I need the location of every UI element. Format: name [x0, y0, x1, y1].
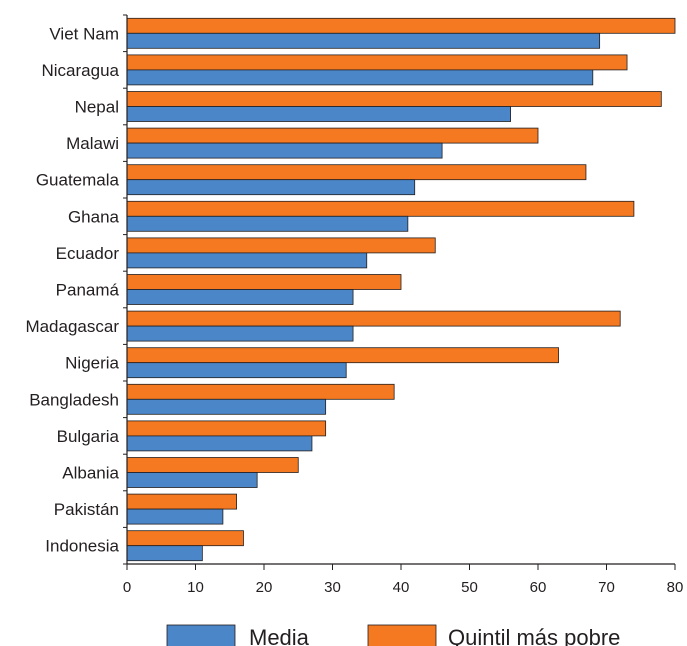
bar-media-guatemala: [126, 179, 416, 196]
bar-quintil-mas-pobre-panama: [126, 274, 402, 290]
bar-media-bangladesh: [126, 398, 327, 415]
bar-quintil-mas-pobre-nigeria: [126, 347, 559, 364]
legend: Media Quintil más pobre: [166, 624, 620, 646]
category-label-panama: Panamá: [56, 281, 120, 300]
bar-quintil-mas-pobre-madagascar: [126, 310, 621, 327]
category-label-madagascar: Madagascar: [25, 317, 119, 336]
bar-media-bulgaria: [126, 435, 313, 452]
x-tick-label-50: 50: [461, 579, 478, 596]
bar-quintil-mas-pobre-albania: [126, 457, 299, 473]
bar-media-nepal: [126, 106, 512, 122]
bar-quintil-mas-pobre-nicaragua: [126, 54, 628, 71]
bar-media-panama: [126, 289, 354, 305]
legend-label-quintil-mas-pobre: Quintil más pobre: [448, 625, 620, 646]
bar-media-pakistan: [126, 508, 224, 525]
bar-media-madagascar: [126, 325, 354, 342]
category-label-malawi: Malawi: [66, 134, 119, 153]
bar-quintil-mas-pobre-viet-nam: [126, 17, 676, 34]
bar-quintil-mas-pobre-malawi: [126, 127, 539, 144]
category-label-albania: Albania: [62, 464, 119, 483]
legend-swatch-media: [166, 624, 236, 646]
category-label-ghana: Ghana: [68, 207, 120, 226]
bars-group: [126, 17, 676, 562]
x-tick-label-20: 20: [256, 579, 273, 596]
bar-media-nigeria: [126, 362, 347, 379]
bar-media-albania: [126, 472, 258, 488]
bar-quintil-mas-pobre-guatemala: [126, 164, 587, 181]
bar-quintil-mas-pobre-bangladesh: [126, 383, 395, 400]
category-label-nepal: Nepal: [75, 98, 119, 117]
bar-quintil-mas-pobre-pakistan: [126, 493, 237, 510]
bar-quintil-mas-pobre-bulgaria: [126, 420, 327, 437]
category-label-nigeria: Nigeria: [65, 354, 119, 373]
category-label-bangladesh: Bangladesh: [29, 390, 119, 409]
bar-quintil-mas-pobre-ghana: [126, 200, 635, 217]
category-label-indonesia: Indonesia: [45, 537, 119, 556]
x-tick-label-30: 30: [324, 579, 341, 596]
x-tick-label-70: 70: [598, 579, 615, 596]
bar-media-nicaragua: [126, 69, 594, 86]
bar-media-malawi: [126, 142, 443, 159]
category-label-bulgaria: Bulgaria: [57, 427, 120, 446]
x-tick-label-80: 80: [667, 579, 684, 596]
category-label-viet-nam: Viet Nam: [49, 24, 119, 43]
bar-media-ecuador: [126, 252, 368, 269]
category-labels: Viet Nam Nicaragua Nepal Malawi Guatemala Gha…: [25, 24, 119, 555]
legend-swatch-quintil-mas-pobre: [367, 624, 437, 646]
category-label-nicaragua: Nicaragua: [42, 61, 120, 80]
bar-media-indonesia: [126, 545, 203, 562]
category-label-ecuador: Ecuador: [56, 244, 120, 263]
category-label-guatemala: Guatemala: [36, 171, 120, 190]
legend-label-media: Media: [249, 625, 310, 646]
x-tick-label-0: 0: [123, 579, 131, 596]
x-ticks: 0 10 20 30 40 50 60 70 80: [123, 564, 684, 596]
bar-media-ghana: [126, 215, 409, 232]
x-tick-label-60: 60: [530, 579, 547, 596]
bar-media-viet-nam: [126, 32, 601, 49]
category-label-pakistan: Pakistán: [54, 500, 119, 519]
bar-quintil-mas-pobre-nepal: [126, 91, 662, 107]
x-tick-label-10: 10: [187, 579, 204, 596]
bar-quintil-mas-pobre-indonesia: [126, 530, 244, 547]
x-tick-label-40: 40: [393, 579, 410, 596]
bar-quintil-mas-pobre-ecuador: [126, 237, 436, 254]
